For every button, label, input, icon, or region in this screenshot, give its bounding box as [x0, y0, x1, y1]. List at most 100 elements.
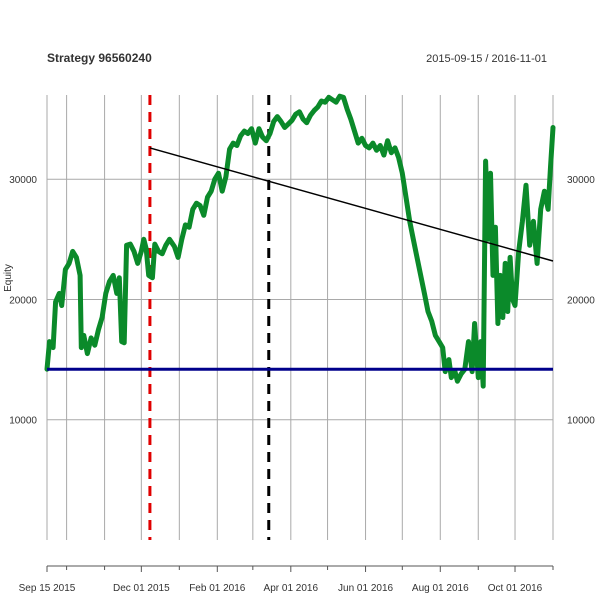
equity-point-129 — [492, 274, 494, 277]
equity-point-74 — [302, 118, 304, 120]
equity-point-77 — [313, 109, 315, 112]
equity-point-135 — [506, 310, 509, 313]
equity-point-36 — [161, 253, 163, 255]
equity-point-19 — [108, 280, 111, 283]
equity-point-56 — [236, 144, 238, 147]
x-tick-label-4: Jun 01 2016 — [338, 583, 393, 594]
y-axis-label: Equity — [3, 264, 14, 292]
equity-point-76 — [309, 114, 312, 117]
x-tick-label-5: Aug 01 2016 — [412, 583, 469, 594]
equity-point-11 — [80, 346, 83, 349]
reference-lines — [148, 95, 271, 540]
x-tick-label-6: Oct 01 2016 — [488, 583, 543, 594]
equity-point-14 — [90, 337, 92, 339]
equity-point-7 — [68, 262, 70, 265]
equity-point-41 — [181, 238, 183, 241]
equity-point-71 — [291, 119, 293, 122]
equity-point-83 — [335, 101, 337, 103]
equity-point-6 — [64, 268, 67, 271]
y-tick-label-right-1: 20000 — [567, 295, 595, 306]
equity-point-61 — [254, 142, 257, 144]
equity-point-68 — [280, 120, 282, 123]
equity-point-144 — [536, 262, 538, 265]
equity-point-59 — [247, 132, 249, 135]
equity-point-149 — [552, 126, 554, 129]
equity-point-102 — [405, 196, 407, 198]
equity-point-27 — [133, 250, 135, 253]
equity-point-54 — [228, 148, 231, 150]
grid — [46, 95, 554, 540]
equity-point-92 — [368, 147, 371, 149]
equity-point-107 — [423, 292, 426, 295]
equity-point-65 — [269, 132, 271, 135]
equity-point-112 — [441, 346, 444, 349]
y-tick-label-right-0: 10000 — [567, 416, 595, 427]
equity-point-18 — [105, 292, 107, 295]
equity-point-134 — [504, 262, 507, 265]
equity-point-120 — [467, 340, 470, 343]
equity-point-72 — [294, 113, 297, 115]
equity-point-131 — [497, 322, 499, 325]
equity-point-23 — [120, 340, 123, 343]
equity-point-4 — [58, 292, 61, 295]
equity-point-104 — [412, 238, 415, 241]
equity-point-63 — [261, 136, 264, 138]
equity-point-38 — [168, 238, 171, 241]
equity-point-133 — [502, 316, 504, 319]
equity-point-124 — [479, 340, 482, 343]
equity-point-110 — [434, 334, 437, 337]
equity-point-125 — [482, 385, 485, 387]
equity-point-69 — [283, 126, 286, 129]
equity-point-3 — [54, 301, 57, 303]
equity-point-46 — [199, 204, 201, 207]
equity-point-141 — [525, 184, 527, 186]
equity-point-140 — [521, 220, 524, 223]
x-tick-label-0: Sep 15 2015 — [19, 583, 76, 594]
equity-point-108 — [427, 310, 429, 313]
equity-point-51 — [217, 172, 220, 174]
equity-point-86 — [346, 108, 349, 111]
equity-point-39 — [173, 245, 176, 248]
equity-point-49 — [210, 190, 212, 192]
equity-point-115 — [450, 376, 453, 379]
x-axis: Sep 15 2015 Dec 01 2015 Feb 01 2016 Apr 01 … — [19, 565, 554, 594]
y-tick-labels-left: 10000 20000 30000 — [9, 175, 37, 427]
equity-point-118 — [460, 373, 462, 375]
equity-point-37 — [165, 244, 167, 247]
equity-point-50 — [214, 178, 216, 180]
equity-point-111 — [438, 340, 440, 343]
equity-point-58 — [243, 130, 246, 132]
equity-point-147 — [547, 208, 549, 211]
equity-point-89 — [357, 142, 360, 144]
equity-point-2 — [52, 346, 54, 349]
equity-point-21 — [116, 292, 118, 295]
equity-point-52 — [221, 190, 223, 192]
x-tick-label-2: Feb 01 2016 — [189, 583, 246, 594]
equity-point-142 — [528, 244, 531, 247]
equity-point-55 — [232, 142, 234, 144]
equity-point-29 — [140, 250, 143, 253]
equity-point-82 — [331, 99, 334, 101]
equity-point-64 — [265, 139, 268, 142]
y-tick-label-right-2: 30000 — [567, 175, 595, 186]
equity-point-66 — [272, 120, 275, 123]
y-tick-label-left-1: 20000 — [9, 295, 37, 306]
equity-point-80 — [324, 101, 326, 103]
equity-point-43 — [188, 226, 190, 229]
equity-point-17 — [101, 316, 103, 319]
equity-point-126 — [484, 160, 487, 162]
equity-point-145 — [539, 208, 542, 211]
x-tick-label-1: Dec 01 2015 — [113, 583, 170, 594]
equity-series-line-0 — [44, 93, 556, 389]
equity-point-12 — [83, 334, 85, 337]
equity-point-35 — [157, 250, 160, 253]
equity-point-113 — [444, 370, 447, 373]
equity-point-30 — [143, 238, 145, 241]
equity-point-98 — [390, 151, 393, 154]
equity-point-73 — [298, 111, 301, 113]
equity-point-9 — [75, 256, 78, 259]
equity-point-78 — [317, 106, 319, 108]
equity-point-95 — [379, 144, 382, 147]
equity-point-22 — [118, 277, 121, 279]
equity-point-97 — [386, 139, 389, 142]
